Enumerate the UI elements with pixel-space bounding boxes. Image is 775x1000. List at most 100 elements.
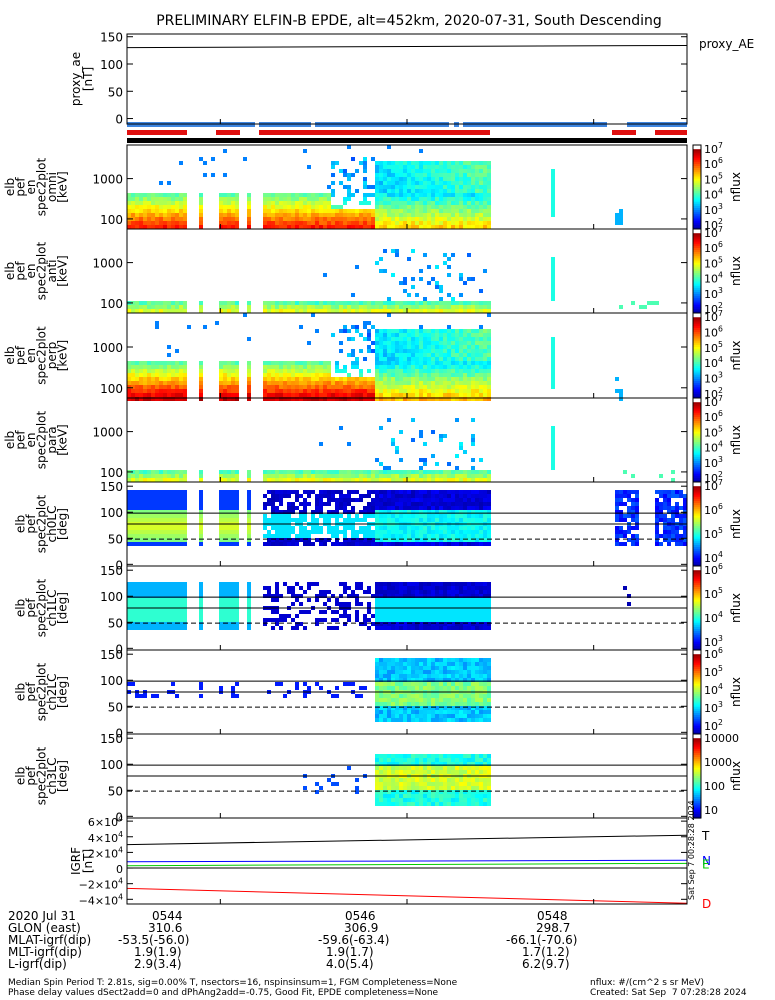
spectro-cell: [395, 185, 399, 189]
spectro-cell: [487, 622, 491, 626]
spectro-cell: [163, 393, 167, 397]
spectro-cell: [427, 706, 431, 710]
spectro-cell: [347, 594, 351, 598]
spectro-cell: [419, 397, 423, 401]
spectro-cell: [387, 610, 391, 614]
spectro-cell: [551, 369, 555, 373]
spectro-cell: [363, 478, 367, 482]
spectro-cell: [431, 337, 435, 341]
spectro-cell: [287, 369, 291, 373]
spectro-cell: [303, 510, 307, 514]
spectro-cell: [371, 309, 375, 313]
spectro-cell: [363, 381, 367, 385]
spectro-cell: [163, 622, 167, 626]
spectro-cell: [219, 590, 223, 594]
spectro-cell: [127, 582, 131, 586]
spectro-cell: [439, 397, 443, 401]
spectro-cell: [127, 361, 131, 365]
spectro-cell: [343, 582, 347, 586]
spectro-cell: [179, 494, 183, 498]
spectro-cell: [295, 221, 299, 225]
spectro-cell: [619, 534, 623, 538]
spectro-cell: [383, 678, 387, 682]
spectro-cell: [475, 169, 479, 173]
spectro-cell: [431, 173, 435, 177]
spectro-cell: [131, 309, 135, 313]
spectro-cell: [455, 337, 459, 341]
spectro-cell: [471, 197, 475, 201]
spectro-cell: [667, 490, 671, 494]
spectro-cell: [387, 313, 391, 317]
spectro-cell: [175, 590, 179, 594]
spectro-cell: [479, 181, 483, 185]
spectro-cell: [331, 225, 335, 229]
spectro-cell: [347, 586, 351, 590]
spectro-cell: [335, 530, 339, 534]
spectro-cell: [395, 626, 399, 630]
spectro-cell: [399, 626, 403, 630]
spectro-cell: [439, 622, 443, 626]
spectro-cell: [399, 666, 403, 670]
spectro-cell: [179, 373, 183, 377]
spectro-cell: [283, 365, 287, 369]
spectro-cell: [323, 518, 327, 522]
spectro-cell: [379, 177, 383, 181]
spectro-cell: [235, 225, 239, 229]
spectro-cell: [375, 718, 379, 722]
spectro-cell: [375, 209, 379, 213]
spectro-cell: [247, 225, 251, 229]
spectro-cell: [319, 225, 323, 229]
spectro-cell: [423, 341, 427, 345]
spectro-cell: [307, 309, 311, 313]
spectro-cell: [171, 197, 175, 201]
spectro-cell: [331, 205, 335, 209]
spectro-cell: [483, 389, 487, 393]
spectro-cell: [395, 506, 399, 510]
spectro-cell: [395, 670, 399, 674]
spectro-cell: [471, 582, 475, 586]
spectro-cell: [423, 361, 427, 365]
spectro-cell: [151, 518, 155, 522]
spectro-cell: [139, 213, 143, 217]
spectro-cell: [399, 618, 403, 622]
spectro-cell: [199, 506, 203, 510]
spectro-cell: [267, 470, 271, 474]
spectro-cell: [271, 514, 275, 518]
spectro-cell: [443, 373, 447, 377]
spectro-cell: [291, 502, 295, 506]
spectro-cell: [279, 305, 283, 309]
spectro-cell: [487, 393, 491, 397]
spectro-cell: [447, 293, 451, 297]
spectro-cell: [443, 706, 447, 710]
spectro-cell: [471, 418, 475, 422]
spectro-cell: [139, 397, 143, 401]
spectro-cell: [419, 698, 423, 702]
spectro-cell: [155, 361, 159, 365]
spectro-cell: [347, 353, 351, 357]
spectro-cell: [463, 341, 467, 345]
spectro-cell: [419, 534, 423, 538]
spectro-cell: [487, 582, 491, 586]
spectro-cell: [403, 542, 407, 546]
spectro-cell: [155, 510, 159, 514]
spectro-cell: [411, 682, 415, 686]
spectro-cell: [451, 345, 455, 349]
spectro-cell: [151, 538, 155, 542]
spectro-cell: [383, 542, 387, 546]
spectro-cell: [327, 369, 331, 373]
spectro-cell: [327, 361, 331, 365]
spectro-cell: [351, 538, 355, 542]
spectro-cell: [451, 698, 455, 702]
spectro-cell: [271, 534, 275, 538]
spectro-cell: [551, 273, 555, 277]
spectro-cell: [379, 337, 383, 341]
spectro-cell: [227, 582, 231, 586]
spectro-cell: [279, 201, 283, 205]
spectro-cell: [395, 710, 399, 714]
spectro-cell: [395, 249, 399, 253]
spectro-cell: [135, 498, 139, 502]
spectro-cell: [375, 518, 379, 522]
spectro-cell: [479, 365, 483, 369]
spectro-cell: [463, 381, 467, 385]
spectro-cell: [471, 538, 475, 542]
